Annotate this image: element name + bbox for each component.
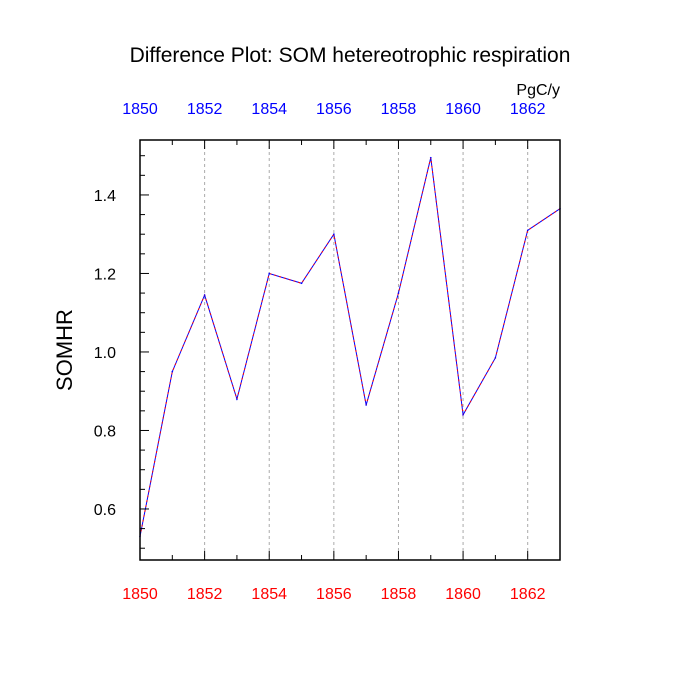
data-point-1858 [397, 292, 400, 294]
data-point-1854 [268, 272, 271, 275]
x-tick-label-bottom-2: 1854 [251, 586, 287, 603]
y-tick-label-4: 1.4 [94, 188, 116, 205]
x-tick-label-top-6: 1862 [510, 101, 546, 118]
data-point-1862 [526, 229, 529, 232]
chart-title: Difference Plot: SOM hetereotrophic resp… [130, 44, 571, 67]
data-point-1859 [429, 156, 432, 159]
x-tick-label-top-0: 1850 [122, 101, 158, 118]
data-point-1851 [171, 370, 174, 373]
data-point-1856 [333, 233, 335, 236]
plot-frame [139, 139, 561, 561]
x-tick-label-top-5: 1860 [445, 101, 481, 118]
y-tick-label-2: 1.0 [94, 345, 116, 362]
x-tick-label-top-3: 1856 [316, 101, 352, 118]
data-lines [139, 156, 561, 538]
data-point-1860 [462, 413, 464, 416]
y-tick-label-3: 1.2 [94, 266, 116, 283]
y-tick-label-0: 0.6 [94, 502, 116, 519]
x-tick-label-bottom-3: 1856 [316, 586, 352, 603]
x-tick-label-bottom-4: 1858 [381, 586, 417, 603]
x-tick-label-bottom-6: 1862 [510, 586, 546, 603]
series-line-a [139, 157, 561, 537]
data-point-1855 [300, 282, 303, 285]
x-tick-label-top-4: 1858 [381, 101, 417, 118]
x-tick-label-bottom-1: 1852 [187, 586, 223, 603]
x-tick-label-bottom-5: 1860 [445, 586, 481, 603]
data-point-1861 [494, 357, 497, 359]
series-line-b [139, 157, 561, 537]
data-point-1853 [236, 398, 238, 400]
units-label: PgC/y [516, 82, 560, 99]
tick-labels: 1850 1850 1852 1852 1854 1854 1856 1856 1858 1858… [94, 101, 546, 603]
y-tick-label-1: 0.8 [94, 423, 116, 440]
data-point-1857 [365, 404, 367, 406]
x-tick-label-top-1: 1852 [187, 101, 223, 118]
y-axis-label: SOMHR [52, 309, 77, 391]
x-tick-label-bottom-0: 1850 [122, 586, 158, 603]
grid [204, 140, 529, 560]
x-tick-label-top-2: 1854 [251, 101, 287, 118]
data-point-1852 [203, 294, 206, 296]
axis-ticks [139, 140, 561, 560]
